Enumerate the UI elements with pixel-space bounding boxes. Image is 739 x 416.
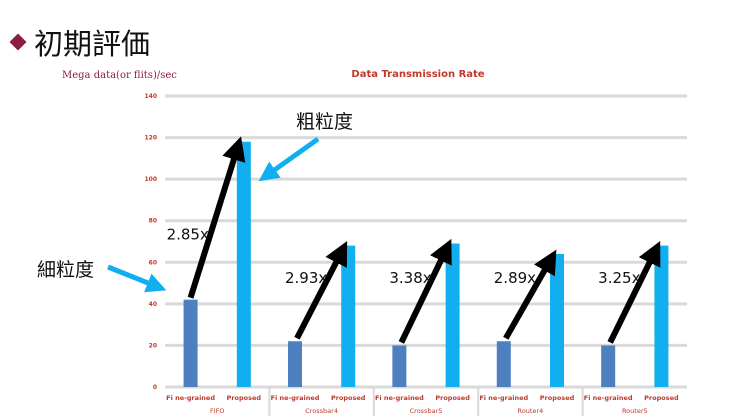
- category-label: Crossbar4: [305, 407, 338, 415]
- category-label: Crossbar5: [410, 407, 443, 415]
- y-tick-label: 20: [149, 342, 157, 349]
- speedup-arrow: [294, 241, 348, 340]
- speedup-ratio-label: 2.89x: [494, 269, 536, 287]
- y-tick-label: 60: [149, 259, 157, 266]
- bar-fine-grained: [392, 345, 407, 387]
- bar-proposed: [550, 253, 565, 387]
- callouts: 細粒度 粗粒度: [37, 111, 353, 293]
- y-tick-label: 120: [144, 135, 157, 142]
- series-label-fine-grained: Fi ne-grained: [479, 394, 528, 402]
- bar-fine-grained: [496, 341, 511, 387]
- category-label: Router4: [518, 407, 544, 415]
- chart-title: Data Transmission Rate: [351, 69, 484, 80]
- gridlines: [165, 94, 687, 389]
- bar-proposed: [654, 245, 669, 387]
- y-tick-labels: 0 20 40 60 80 100 120 140: [144, 93, 157, 391]
- coarse-grained-callout-arrow: [258, 136, 320, 182]
- speedup-ratio-label: 3.38x: [389, 269, 431, 287]
- series-label-fine-grained: Fi ne-grained: [375, 394, 424, 402]
- speedup-ratio-label: 2.93x: [285, 269, 327, 287]
- fine-grained-callout-label: 細粒度: [37, 259, 94, 281]
- slide-title: 初期評価: [34, 27, 151, 61]
- speedup-arrow: [187, 136, 246, 299]
- series-label-fine-grained: Fi ne-grained: [271, 394, 320, 402]
- fine-grained-callout-arrow: [107, 264, 167, 293]
- y-tick-label: 0: [153, 384, 157, 391]
- y-axis-label: Mega data(or flits)/sec: [62, 70, 177, 81]
- slide-heading: 初期評価: [8, 22, 150, 62]
- coarse-grained-callout-label: 粗粒度: [296, 111, 353, 133]
- bar-proposed: [341, 245, 356, 387]
- speedup-arrow: [607, 240, 661, 344]
- speedup-ratio-label: 2.85x: [167, 225, 209, 243]
- speedup-ratio-label: 3.25x: [598, 269, 640, 287]
- series-label-proposed: Proposed: [227, 394, 262, 402]
- bar-fine-grained: [183, 299, 198, 387]
- speedup-arrow: [398, 238, 452, 344]
- speedup-arrow: [503, 249, 557, 340]
- series-label-proposed: Proposed: [435, 394, 470, 402]
- speedup-arrows: [187, 136, 661, 344]
- series-label-fine-grained: Fi ne-grained: [166, 394, 215, 402]
- y-tick-label: 140: [144, 93, 157, 100]
- series-label-fine-grained: Fi ne-grained: [584, 394, 633, 402]
- series-label-proposed: Proposed: [644, 394, 679, 402]
- bars: [183, 141, 669, 387]
- bar-proposed: [236, 141, 251, 387]
- bar-fine-grained: [287, 341, 302, 387]
- series-label-proposed: Proposed: [540, 394, 575, 402]
- category-label: Router5: [622, 407, 648, 415]
- y-tick-label: 40: [149, 301, 157, 308]
- y-tick-label: 80: [149, 218, 157, 225]
- series-label-proposed: Proposed: [331, 394, 366, 402]
- category-label: FIFO: [210, 407, 225, 415]
- y-tick-label: 100: [144, 176, 157, 183]
- bar-fine-grained: [601, 345, 616, 387]
- speedup-labels: 2.85x 2.93x 3.38x 2.89x 3.25x: [167, 225, 641, 287]
- bar-proposed: [445, 243, 460, 387]
